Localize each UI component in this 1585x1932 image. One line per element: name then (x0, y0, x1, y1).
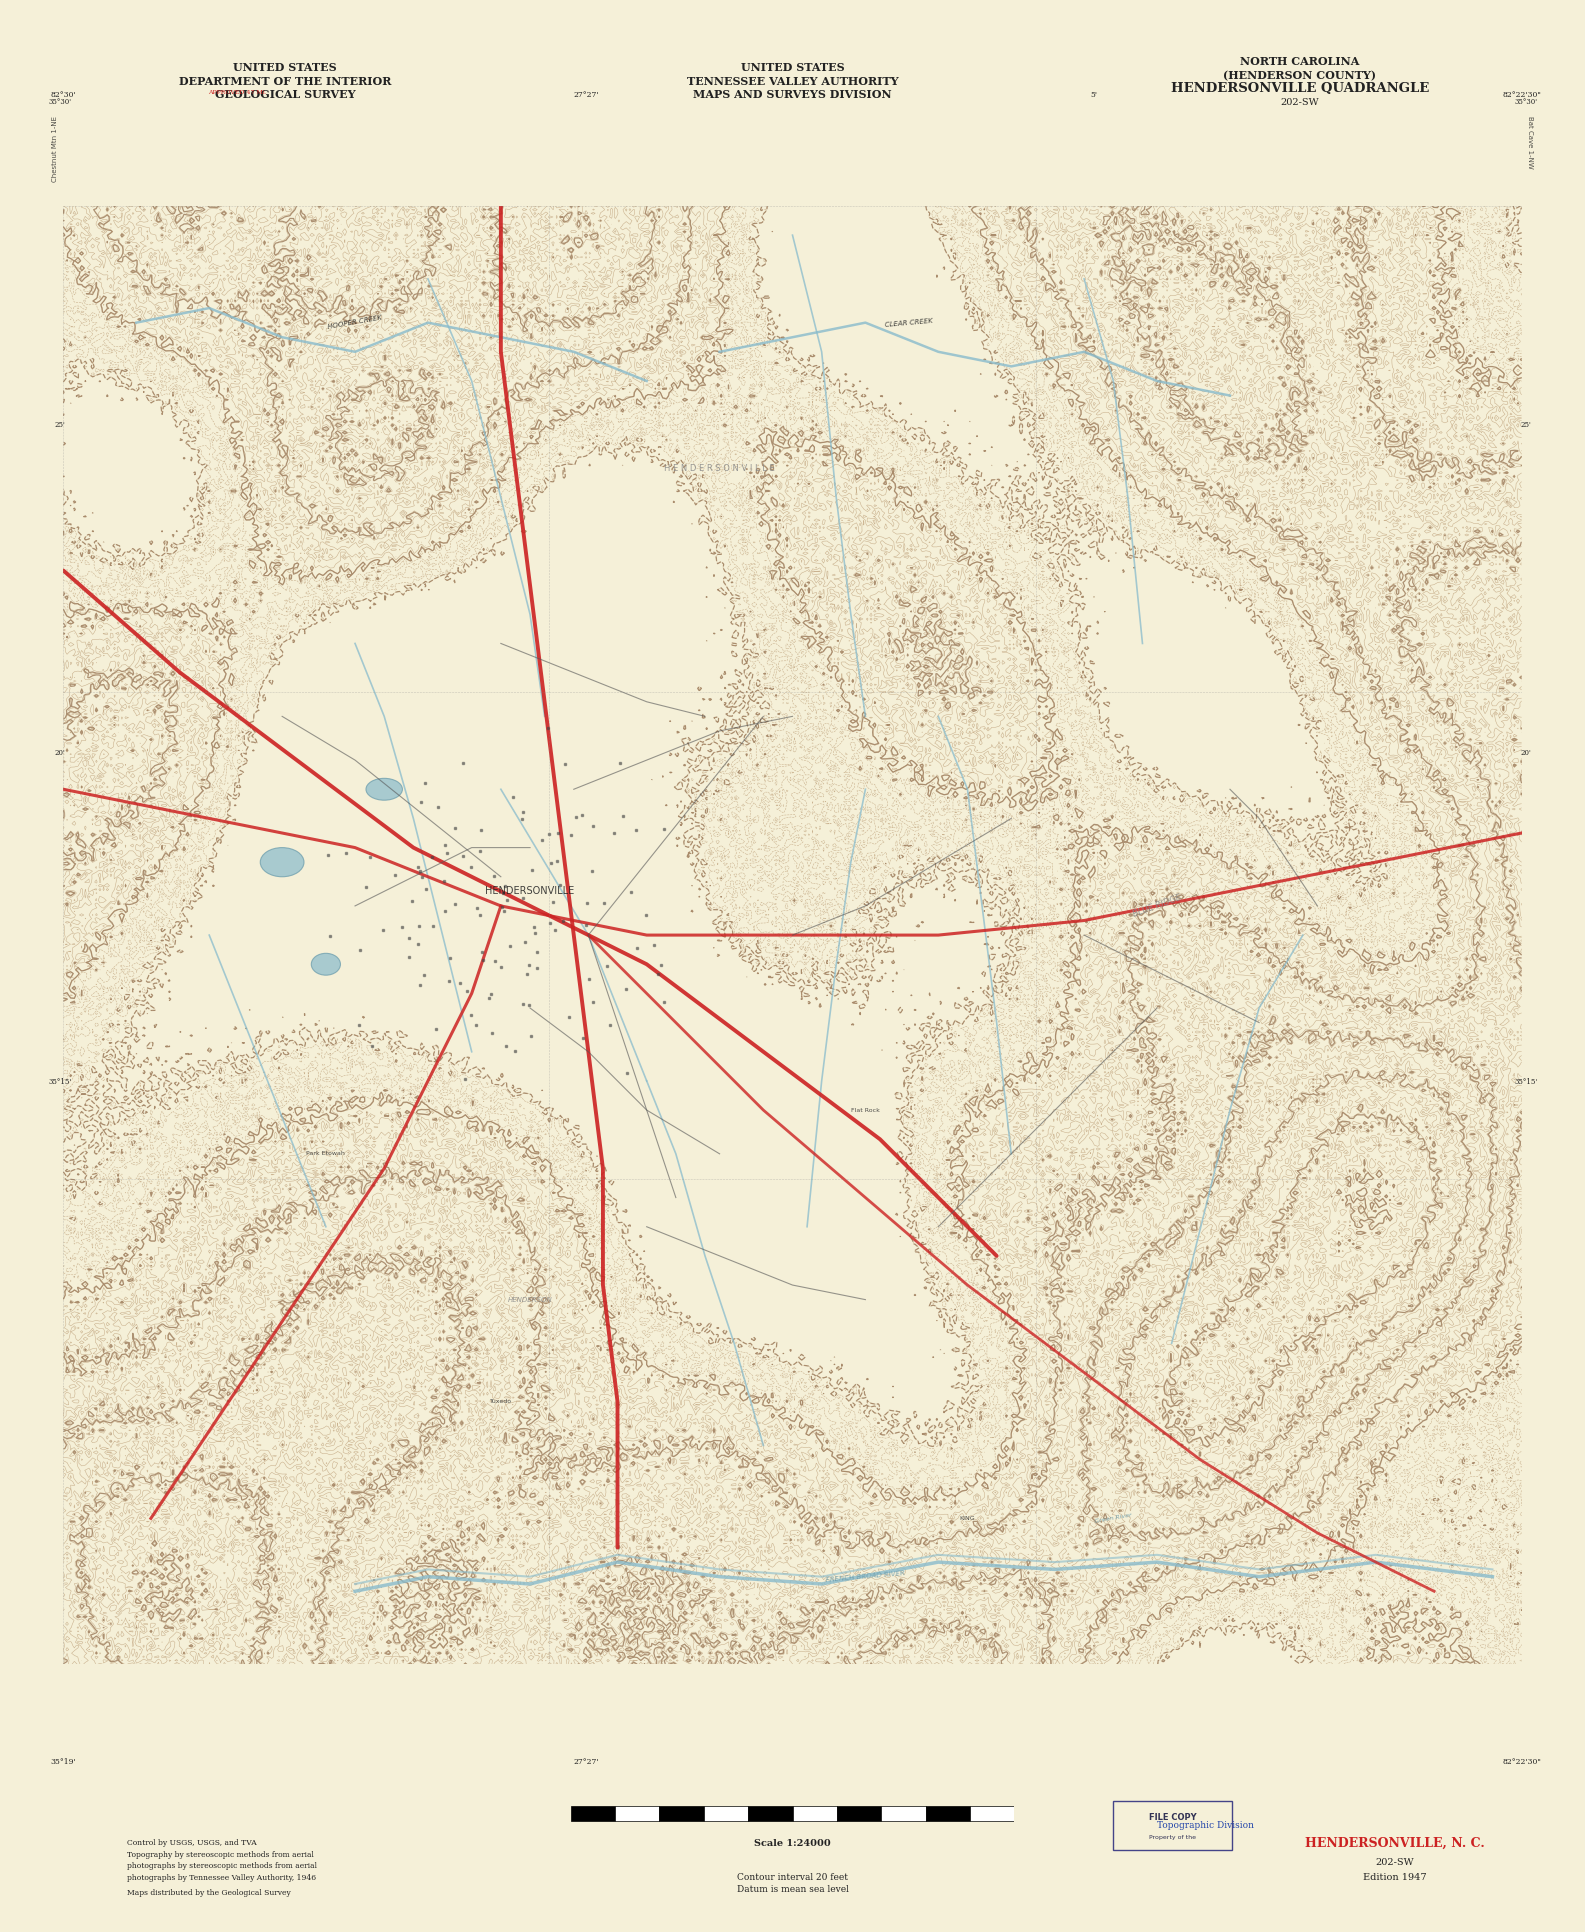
Text: Tuxedo: Tuxedo (490, 1399, 512, 1405)
Bar (970, 1806, 1014, 1820)
Text: HENDERSONVILLE QUADRANGLE: HENDERSONVILLE QUADRANGLE (1171, 83, 1428, 95)
Text: Scale 1:24000: Scale 1:24000 (754, 1839, 831, 1847)
Text: 202-SW: 202-SW (1376, 1859, 1414, 1866)
Text: Park Etowah: Park Etowah (306, 1151, 346, 1157)
Text: Flat Rock: Flat Rock (851, 1107, 880, 1113)
Text: Edition 1947: Edition 1947 (1363, 1874, 1426, 1882)
Text: H E N D E R S O N V I L L E: H E N D E R S O N V I L L E (664, 464, 775, 473)
Text: 20': 20' (55, 750, 65, 757)
Text: 35°30': 35°30' (1515, 99, 1537, 106)
Text: photographs by Tennessee Valley Authority, 1946: photographs by Tennessee Valley Authorit… (127, 1874, 315, 1882)
Text: 25': 25' (55, 421, 65, 429)
Bar (837, 1806, 881, 1820)
Bar (792, 1806, 837, 1820)
Text: 35°19': 35°19' (51, 1758, 76, 1766)
Text: 25': 25' (1522, 421, 1531, 429)
Text: Chestnut Mtn 1-NE: Chestnut Mtn 1-NE (52, 116, 59, 182)
Text: Green River: Green River (1094, 1513, 1132, 1524)
Text: HENDERSONVILLE: HENDERSONVILLE (485, 887, 575, 896)
Text: Maps distributed by the Geological Survey: Maps distributed by the Geological Surve… (127, 1889, 290, 1897)
Text: Topographic Division: Topographic Division (1157, 1822, 1254, 1830)
Text: GEOLOGICAL SURVEY: GEOLOGICAL SURVEY (216, 89, 355, 100)
Text: 35°15': 35°15' (1515, 1078, 1537, 1086)
Text: 20': 20' (1522, 750, 1531, 757)
Text: TENNESSEE VALLEY AUTHORITY: TENNESSEE VALLEY AUTHORITY (686, 75, 899, 87)
Bar (615, 1806, 659, 1820)
Text: FRENCH BROAD RIVER: FRENCH BROAD RIVER (826, 1571, 905, 1582)
Text: NORTH CAROLINA: NORTH CAROLINA (1239, 56, 1360, 68)
Bar (926, 1806, 970, 1820)
Text: (HENDERSON COUNTY): (HENDERSON COUNTY) (1224, 70, 1376, 81)
Text: 82°30': 82°30' (51, 91, 76, 99)
Text: FILE COPY: FILE COPY (1149, 1812, 1197, 1822)
Text: UNITED STATES: UNITED STATES (740, 62, 845, 73)
Text: 202-SW: 202-SW (1281, 99, 1319, 106)
Bar (571, 1806, 615, 1820)
Text: MAPS AND SURVEYS DIVISION: MAPS AND SURVEYS DIVISION (693, 89, 892, 100)
Text: 5': 5' (1090, 91, 1097, 99)
Text: 27°27': 27°27' (574, 91, 599, 99)
Bar (704, 1806, 748, 1820)
Text: DEPARTMENT OF THE INTERIOR: DEPARTMENT OF THE INTERIOR (179, 75, 391, 87)
Text: UNITED STATES: UNITED STATES (233, 62, 338, 73)
Text: Datum is mean sea level: Datum is mean sea level (737, 1886, 848, 1893)
Text: 82°22'30": 82°22'30" (1503, 91, 1541, 99)
Bar (748, 1806, 792, 1820)
Text: Control by USGS, USGS, and TVA: Control by USGS, USGS, and TVA (127, 1839, 257, 1847)
Text: HENDERSON: HENDERSON (507, 1296, 553, 1302)
Text: CLEAR CREEK: CLEAR CREEK (884, 317, 934, 328)
Text: Bat Cave 1-NW: Bat Cave 1-NW (1526, 116, 1533, 168)
Text: Topography by stereoscopic methods from aerial: Topography by stereoscopic methods from … (127, 1851, 314, 1859)
Text: photographs by stereoscopic methods from aerial: photographs by stereoscopic methods from… (127, 1862, 317, 1870)
Text: KING: KING (959, 1517, 975, 1520)
Text: 82°22'30": 82°22'30" (1503, 1758, 1541, 1766)
Text: Property of the: Property of the (1149, 1835, 1197, 1839)
Text: Contour interval 20 feet: Contour interval 20 feet (737, 1874, 848, 1882)
Text: BLUE RIDGE: BLUE RIDGE (1132, 893, 1182, 920)
Ellipse shape (260, 848, 304, 877)
Text: HENDERSONVILLE, N. C.: HENDERSONVILLE, N. C. (1304, 1837, 1485, 1849)
Ellipse shape (311, 952, 341, 976)
Text: 35°15': 35°15' (49, 1078, 71, 1086)
Bar (881, 1806, 926, 1820)
Text: 35°30': 35°30' (49, 99, 71, 106)
Bar (659, 1806, 704, 1820)
Text: HOOPER CREEK: HOOPER CREEK (328, 315, 382, 330)
Text: APPROVED 47 Mi.: APPROVED 47 Mi. (208, 91, 268, 95)
Ellipse shape (366, 779, 403, 800)
Text: 27°27': 27°27' (574, 1758, 599, 1766)
